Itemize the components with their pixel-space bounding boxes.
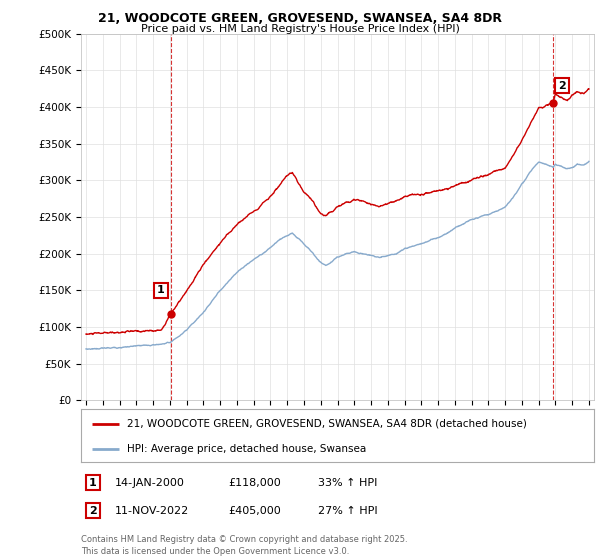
Text: HPI: Average price, detached house, Swansea: HPI: Average price, detached house, Swan… (127, 444, 367, 454)
Text: 33% ↑ HPI: 33% ↑ HPI (318, 478, 377, 488)
Text: £405,000: £405,000 (228, 506, 281, 516)
Text: 2: 2 (558, 81, 566, 91)
Text: 2: 2 (89, 506, 97, 516)
Text: 1: 1 (89, 478, 97, 488)
Text: Contains HM Land Registry data © Crown copyright and database right 2025.
This d: Contains HM Land Registry data © Crown c… (81, 535, 407, 556)
Text: 11-NOV-2022: 11-NOV-2022 (115, 506, 190, 516)
Text: 14-JAN-2000: 14-JAN-2000 (115, 478, 185, 488)
Text: Price paid vs. HM Land Registry's House Price Index (HPI): Price paid vs. HM Land Registry's House … (140, 24, 460, 34)
Text: 21, WOODCOTE GREEN, GROVESEND, SWANSEA, SA4 8DR: 21, WOODCOTE GREEN, GROVESEND, SWANSEA, … (98, 12, 502, 25)
Text: 27% ↑ HPI: 27% ↑ HPI (318, 506, 377, 516)
Text: 21, WOODCOTE GREEN, GROVESEND, SWANSEA, SA4 8DR (detached house): 21, WOODCOTE GREEN, GROVESEND, SWANSEA, … (127, 419, 527, 429)
Text: 1: 1 (157, 285, 165, 295)
Text: £118,000: £118,000 (228, 478, 281, 488)
